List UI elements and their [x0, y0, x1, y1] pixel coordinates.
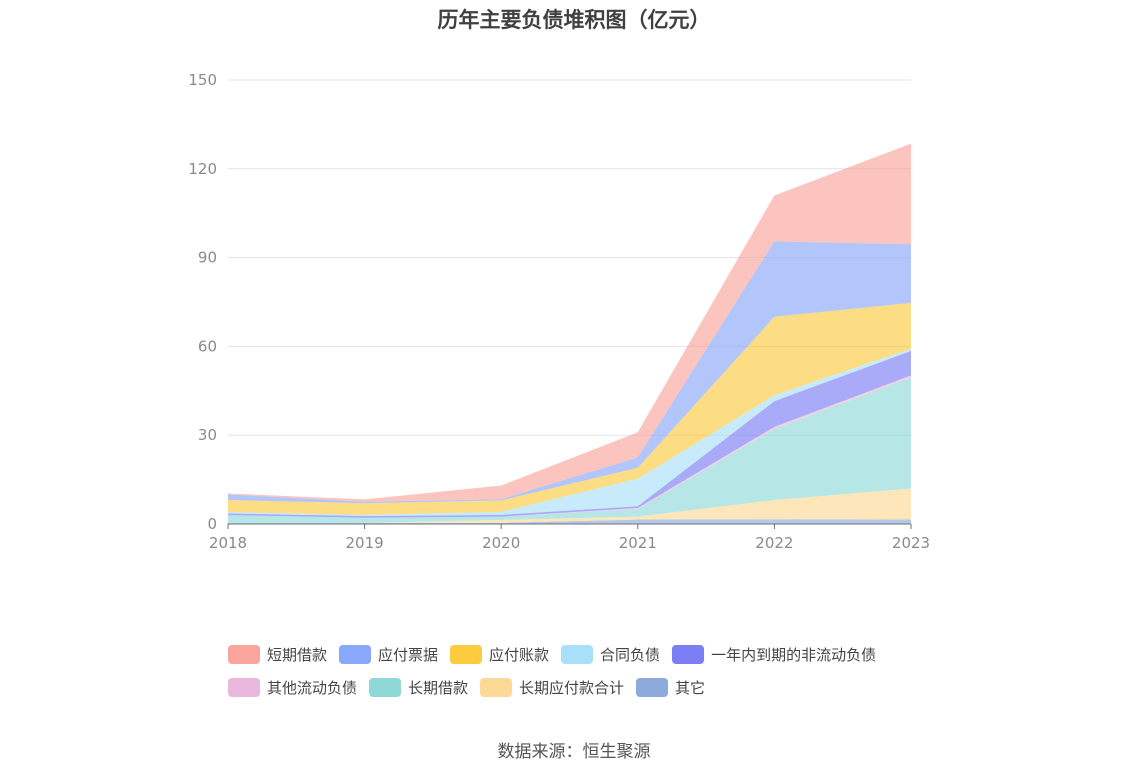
x-tick-label: 2019 [346, 534, 384, 552]
legend-label: 应付票据 [378, 646, 439, 664]
legend-label: 长期应付款合计 [519, 679, 625, 697]
area-series-8 [228, 143, 911, 502]
y-tick-label: 30 [198, 426, 217, 444]
y-tick-label: 90 [198, 249, 217, 267]
legend-item[interactable]: 应付账款 [450, 644, 549, 665]
y-tick-label: 120 [188, 160, 217, 178]
legend-swatch [339, 645, 372, 664]
source-note: 数据来源：恒生聚源 [497, 742, 651, 762]
chart-title: 历年主要负债堆积图（亿元） [437, 8, 711, 32]
legend-label: 一年内到期的非流动负债 [711, 646, 877, 664]
legend-item[interactable]: 其它 [636, 677, 705, 698]
legend-item[interactable]: 合同负债 [561, 644, 660, 665]
legend-label: 其它 [675, 679, 706, 697]
legend-item[interactable]: 一年内到期的非流动负债 [672, 644, 876, 665]
legend: 短期借款 应付票据 应付账款 合同负债 一年内到期的非流动负债其他流动负债 长期借款 长期应… [228, 638, 948, 704]
x-tick-label: 2018 [209, 534, 247, 552]
area-series-2 [228, 377, 911, 523]
legend-label: 其他流动负债 [267, 679, 358, 697]
legend-swatch [450, 645, 483, 664]
x-tick-label: 2021 [619, 534, 657, 552]
legend-swatch [369, 678, 402, 697]
area-series-6 [228, 302, 911, 515]
legend-label: 应付账款 [489, 646, 550, 664]
legend-label: 长期借款 [408, 679, 469, 697]
area-series-7 [228, 241, 911, 504]
legend-swatch [636, 678, 669, 697]
legend-item[interactable]: 短期借款 [228, 644, 327, 665]
x-tick-label: 2023 [892, 534, 930, 552]
legend-label: 合同负债 [600, 646, 661, 664]
y-tick-label: 0 [207, 515, 217, 533]
area-series-0 [228, 519, 911, 524]
y-tick-label: 150 [188, 71, 217, 89]
area-series-1 [228, 488, 911, 523]
legend-swatch [561, 645, 594, 664]
stacked-areas [228, 143, 911, 524]
legend-swatch [228, 645, 260, 664]
legend-label: 短期借款 [267, 646, 328, 664]
x-tick-label: 2022 [755, 534, 793, 552]
legend-item[interactable]: 其他流动负债 [228, 677, 357, 698]
legend-item[interactable]: 长期借款 [369, 677, 468, 698]
y-tick-label: 60 [198, 337, 217, 355]
legend-item[interactable]: 长期应付款合计 [480, 677, 624, 698]
legend-item[interactable]: 应付票据 [339, 644, 438, 665]
legend-row: 短期借款 应付票据 应付账款 合同负债 一年内到期的非流动负债 [228, 638, 948, 671]
legend-swatch [228, 678, 260, 697]
legend-swatch [480, 678, 513, 697]
axes: 0 30 60 90 120 150 2018 2019 2020 2021 2022 2023 [188, 71, 930, 552]
x-tick-label: 2020 [482, 534, 520, 552]
legend-row: 其他流动负债 长期借款 长期应付款合计 其它 [228, 671, 948, 704]
legend-swatch [672, 645, 705, 664]
